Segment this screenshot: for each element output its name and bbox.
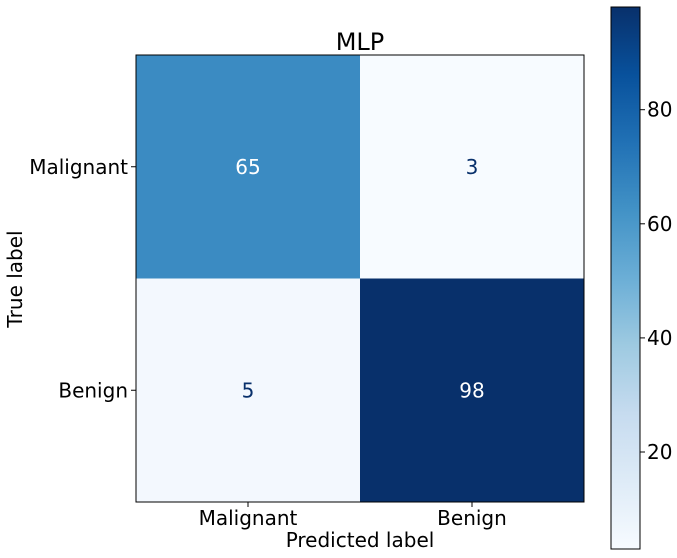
x-axis-label: Predicted label [286, 528, 435, 552]
heatmap-cell [136, 278, 360, 502]
x-tick-label: Malignant [199, 506, 298, 530]
plot-frame [135, 54, 585, 503]
heatmap-cell [360, 278, 584, 502]
colorbar-tick-label: 60 [647, 212, 672, 236]
colorbar-tick-label: 40 [647, 326, 672, 350]
heatmap-cell [136, 55, 360, 279]
y-axis-ticks: Malignant Benign [29, 155, 136, 402]
colorbar-tick-label: 80 [647, 98, 672, 122]
colorbar [610, 6, 641, 550]
heatmap-cell-labels: 65 3 5 98 [235, 155, 484, 403]
chart-title: MLP [336, 28, 385, 56]
colorbar-tick-label: 20 [647, 440, 672, 464]
heatmap-cell [360, 55, 584, 279]
colorbar-ticks: 20 40 60 80 [640, 98, 672, 464]
x-tick-label: Benign [437, 506, 507, 530]
cell-value-label: 98 [459, 378, 484, 402]
cell-value-label: 3 [466, 155, 479, 179]
heatmap-cells [136, 55, 584, 502]
y-axis-label: True label [3, 230, 27, 328]
x-axis-ticks: Malignant Benign [199, 502, 507, 530]
y-tick-label: Benign [58, 378, 128, 402]
cell-value-label: 65 [235, 155, 260, 179]
cell-value-label: 5 [242, 378, 255, 402]
y-tick-label: Malignant [29, 155, 128, 179]
